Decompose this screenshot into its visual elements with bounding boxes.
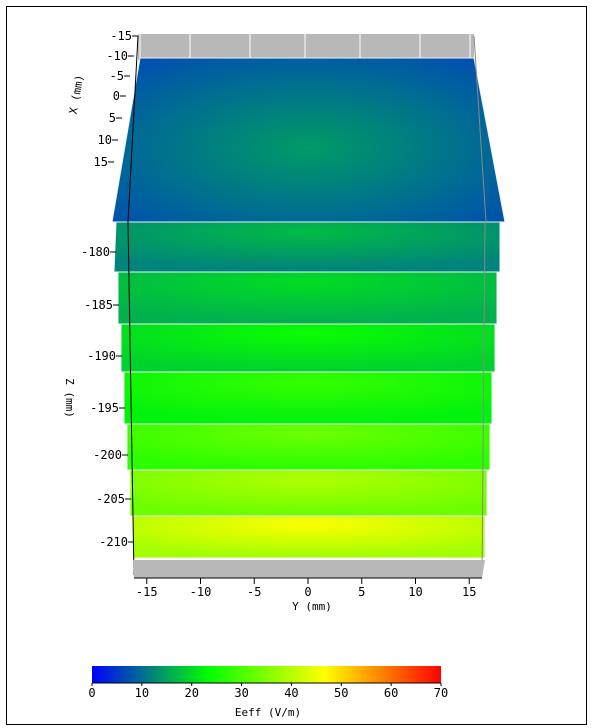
- slice-z-180: [113, 221, 501, 273]
- colorbar-tick-label: 60: [384, 686, 398, 700]
- x-axis: -15 -10 -5 0 5 10 15: [94, 29, 138, 169]
- back-wall: [138, 34, 474, 60]
- y-tick-label: -15: [136, 585, 158, 599]
- slice-z-210: [132, 515, 486, 559]
- x-tick-label: 5: [109, 111, 116, 125]
- z-tick-label: -180: [81, 245, 110, 259]
- slice-edge: [129, 469, 488, 517]
- colorbar: 0 10 20 30 40 50 60 70: [88, 666, 448, 700]
- slice-edge: [123, 371, 493, 425]
- z-tick-label: -185: [84, 298, 113, 312]
- y-tick-label: 0: [304, 585, 311, 599]
- slice-z-205: [129, 469, 488, 517]
- back-left-edge: [127, 35, 139, 223]
- slice-z-195: [123, 371, 493, 425]
- y-tick-label: -5: [247, 585, 261, 599]
- y-tick-label: 5: [358, 585, 365, 599]
- x-tick-label: 10: [98, 133, 112, 147]
- y-tick-label: -10: [190, 585, 212, 599]
- front-right-edge: [481, 221, 486, 576]
- front-left-edge: [127, 221, 135, 576]
- y-tick-label: 10: [408, 585, 422, 599]
- front-box: [127, 35, 487, 579]
- z-tick-label: -200: [93, 448, 122, 462]
- slice-z-185: [117, 271, 498, 325]
- z-tick-label: -210: [99, 535, 128, 549]
- colorbar-gradient: [92, 666, 441, 683]
- z-tick-label: -190: [87, 349, 116, 363]
- colorbar-tick-label: 30: [234, 686, 248, 700]
- colorbar-tick-label: 10: [135, 686, 149, 700]
- z-axis: -180 -185 -190 -195 -200 -205 -210: [81, 245, 134, 549]
- back-right-edge: [473, 35, 487, 223]
- colorbar-tick-label: 20: [184, 686, 198, 700]
- colorbar-tick-label: 0: [88, 686, 95, 700]
- slice-group: [111, 57, 506, 559]
- z-tick-label: -205: [96, 492, 125, 506]
- y-axis: -15 -10 -5 0 5 10 15: [136, 578, 476, 599]
- x-tick-label: -10: [106, 49, 128, 63]
- x-tick-label: 0: [113, 89, 120, 103]
- slice-edge: [113, 221, 501, 273]
- slice-z-190: [120, 323, 496, 373]
- y-axis-label: Y (mm): [292, 600, 332, 613]
- colorbar-tick-label: 40: [284, 686, 298, 700]
- colorbar-label: Eeff (V/m): [235, 706, 301, 719]
- slice-edge: [111, 57, 506, 223]
- z-axis-label: Z (mm): [63, 378, 76, 418]
- floor: [133, 560, 485, 578]
- z-tick-label: -195: [90, 401, 119, 415]
- colorbar-tick-label: 50: [334, 686, 348, 700]
- slice-z-200: [126, 423, 491, 471]
- colorbar-tick-label: 70: [434, 686, 448, 700]
- x-tick-label: 15: [94, 155, 108, 169]
- y-tick-label: 15: [462, 585, 476, 599]
- slice-z-172: [111, 57, 506, 223]
- slice-edge: [117, 271, 498, 325]
- back-wall-top: [138, 34, 474, 60]
- x-axis-label: X (mm): [67, 74, 87, 115]
- x-tick-label: -5: [110, 69, 124, 83]
- x-tick-label: -15: [110, 29, 132, 43]
